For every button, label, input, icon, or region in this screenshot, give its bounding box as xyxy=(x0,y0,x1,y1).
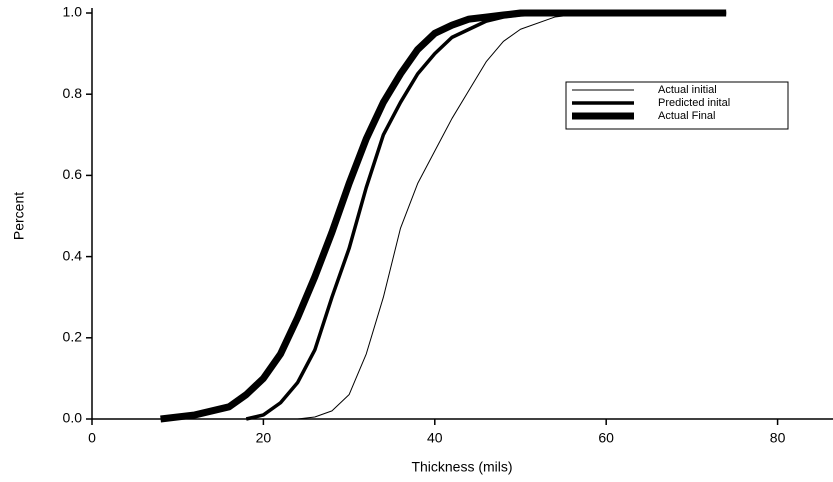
legend-label: Actual initial xyxy=(658,84,717,96)
x-tick-label: 20 xyxy=(256,430,272,446)
x-axis-label: Thickness (mils) xyxy=(411,459,512,475)
y-tick-label: 0.4 xyxy=(63,247,83,263)
series-line xyxy=(297,12,727,420)
x-tick-label: 0 xyxy=(88,430,96,446)
legend-label: Predicted inital xyxy=(658,97,730,109)
x-tick-label: 80 xyxy=(770,430,786,446)
y-tick-label: 0.2 xyxy=(63,329,83,345)
legend-label: Actual Final xyxy=(658,110,715,122)
series-line xyxy=(160,9,727,423)
y-tick-label: 0.8 xyxy=(63,85,83,101)
y-axis-label: Percent xyxy=(11,192,27,240)
x-tick-label: 60 xyxy=(598,430,614,446)
y-tick-label: 0.0 xyxy=(63,410,83,426)
x-tick-label: 40 xyxy=(427,430,443,446)
y-tick-label: 0.6 xyxy=(63,166,83,182)
y-tick-label: 1.0 xyxy=(63,4,83,20)
series-line xyxy=(245,11,727,421)
